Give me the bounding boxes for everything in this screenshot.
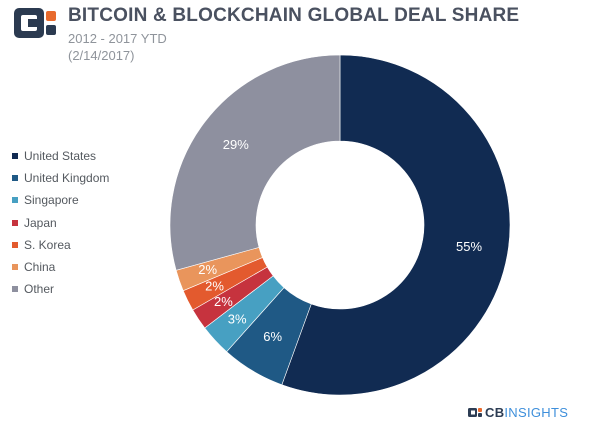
legend-swatch	[12, 197, 18, 204]
cb-insights-brand: CB INSIGHTS	[468, 405, 568, 420]
legend-item: China	[12, 256, 109, 278]
legend-item: United Kingdom	[12, 167, 109, 189]
legend-swatch	[12, 175, 18, 182]
chart-subtitle-date: (2/14/2017)	[68, 48, 135, 63]
legend-label: Japan	[24, 215, 57, 230]
legend-label: China	[24, 260, 56, 275]
slice-value-label: 2%	[205, 279, 224, 294]
legend-label: Other	[24, 282, 55, 297]
cb-insights-brand-icon	[468, 408, 482, 417]
legend-label: Singapore	[24, 193, 79, 208]
legend-label: United States	[24, 149, 97, 164]
legend-item: S. Korea	[12, 234, 109, 256]
legend-label: United Kingdom	[24, 171, 110, 186]
legend-swatch	[12, 241, 18, 248]
slice-value-label: 6%	[263, 329, 282, 344]
slice-value-label: 3%	[228, 311, 247, 326]
legend-swatch	[12, 264, 18, 271]
legend-swatch	[12, 219, 18, 226]
slice-value-label: 29%	[223, 137, 249, 152]
cb-insights-logo-icon	[14, 8, 56, 38]
legend-item: Japan	[12, 212, 109, 234]
legend-swatch	[12, 153, 18, 160]
legend-item: Singapore	[12, 189, 109, 211]
donut-slice	[281, 54, 511, 396]
brand-name-insights: INSIGHTS	[504, 405, 569, 420]
legend-item: United States	[12, 145, 109, 167]
slice-value-label: 55%	[456, 239, 482, 254]
legend-label: S. Korea	[24, 237, 71, 252]
chart-title: BITCOIN & BLOCKCHAIN GLOBAL DEAL SHARE	[68, 5, 520, 26]
brand-name-cb: CB	[485, 405, 505, 420]
slice-value-label: 2%	[198, 262, 217, 277]
donut-slice	[169, 54, 341, 271]
chart-legend: United States United Kingdom Singapore Japa…	[12, 145, 109, 300]
chart-subtitle-period: 2012 - 2017 YTD	[68, 31, 167, 46]
legend-item: Other	[12, 278, 109, 300]
legend-swatch	[12, 286, 18, 293]
slice-value-label: 2%	[214, 294, 233, 309]
